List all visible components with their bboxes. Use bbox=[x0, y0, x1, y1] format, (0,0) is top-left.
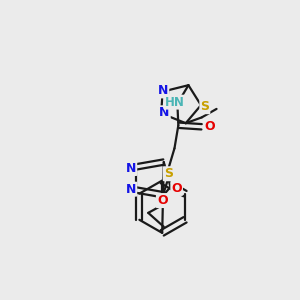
Text: N: N bbox=[159, 106, 170, 119]
Text: N: N bbox=[158, 84, 168, 98]
Text: S: S bbox=[164, 167, 173, 180]
Text: O: O bbox=[157, 194, 167, 207]
Text: N: N bbox=[126, 162, 136, 175]
Text: HN: HN bbox=[164, 96, 184, 109]
Text: S: S bbox=[200, 100, 209, 113]
Text: O: O bbox=[171, 182, 182, 195]
Text: O: O bbox=[204, 120, 215, 133]
Text: N: N bbox=[126, 183, 136, 196]
